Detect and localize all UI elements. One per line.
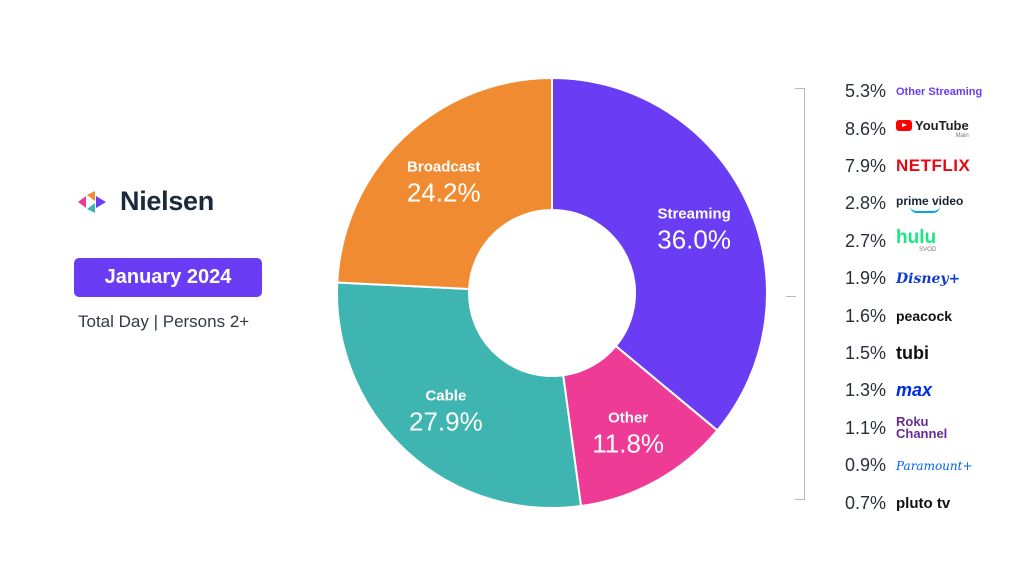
subtitle: Total Day | Persons 2+: [78, 312, 250, 331]
service-value: 1.9%: [844, 268, 886, 289]
list-item: 1.1% Roku Channel: [820, 410, 947, 447]
list-item: 0.9% Paramount+: [820, 447, 973, 484]
prime-video-logo: prime video: [896, 194, 964, 214]
list-item: 1.9% Disney+: [820, 260, 960, 297]
service-note: SVOD: [919, 246, 937, 253]
other-streaming-label: Other Streaming: [896, 86, 982, 98]
donut-slice-broadcast: [336, 76, 553, 291]
slice-value: 36.0%: [657, 224, 731, 254]
nielsen-logo: Nielsen: [76, 186, 214, 217]
service-value: 1.6%: [844, 305, 886, 326]
tubi-logo: tubi: [896, 342, 929, 363]
list-item: 7.9% NETFLIX: [820, 148, 970, 185]
peacock-logo: peacock: [896, 308, 953, 325]
list-item: 8.6% YouTube Main: [820, 110, 969, 147]
service-note: Main: [955, 133, 969, 140]
list-item: 0.7% pluto tv: [820, 484, 950, 521]
list-item: 5.3% Other Streaming: [820, 73, 982, 110]
pluto-tv-logo: pluto tv: [896, 495, 950, 512]
donut-slice-streaming: [551, 76, 768, 432]
slice-value: 24.2%: [407, 177, 481, 207]
service-value: 1.5%: [844, 342, 886, 363]
service-value: 1.3%: [844, 380, 886, 401]
paramount-plus-logo: Paramount+: [896, 458, 973, 473]
service-value: 2.7%: [844, 230, 886, 251]
brand-name: Nielsen: [120, 186, 214, 216]
nielsen-logo-icon: [78, 190, 106, 213]
list-item: 1.3% max: [820, 372, 932, 409]
service-label: prime video: [896, 194, 964, 209]
youtube-logo: YouTube Main: [896, 118, 969, 140]
prime-smile-icon: [910, 206, 940, 214]
youtube-play-icon: [896, 120, 912, 132]
service-value: 0.9%: [844, 455, 886, 476]
streaming-bracket: [795, 88, 805, 500]
donut-slice-other: [562, 344, 719, 508]
service-value: 5.3%: [844, 81, 886, 102]
service-value: 8.6%: [844, 118, 886, 139]
slice-label: Cable: [425, 388, 466, 405]
max-logo: max: [896, 380, 933, 401]
hulu-logo: hulu SVOD: [896, 226, 937, 254]
streaming-bracket-connector: [786, 296, 796, 297]
slice-label: Broadcast: [407, 158, 480, 175]
roku-channel-logo: Roku Channel: [896, 414, 948, 442]
slice-label: Other: [608, 409, 648, 426]
service-value: 1.1%: [844, 417, 886, 438]
slice-label: Streaming: [657, 205, 730, 222]
list-item: 2.7% hulu SVOD: [820, 223, 936, 260]
disney-plus-logo: Disney+: [896, 270, 961, 287]
slice-value: 27.9%: [409, 407, 483, 437]
list-item: 1.5% tubi: [820, 335, 929, 372]
service-label: Other Streaming: [896, 85, 983, 98]
list-item: 2.8% prime video: [820, 185, 963, 222]
donut-slice-cable: [336, 281, 583, 509]
list-item: 1.6% peacock: [820, 297, 952, 334]
service-value: 2.8%: [844, 193, 886, 214]
netflix-logo: NETFLIX: [896, 156, 971, 176]
slice-value: 11.8%: [592, 428, 664, 458]
service-label: YouTube: [915, 118, 969, 134]
service-value: 0.7%: [844, 492, 886, 513]
date-badge: January 2024: [74, 258, 262, 297]
service-value: 7.9%: [844, 155, 886, 176]
service-label: hulu: [896, 226, 937, 248]
service-label: pluto tv: [896, 494, 951, 512]
